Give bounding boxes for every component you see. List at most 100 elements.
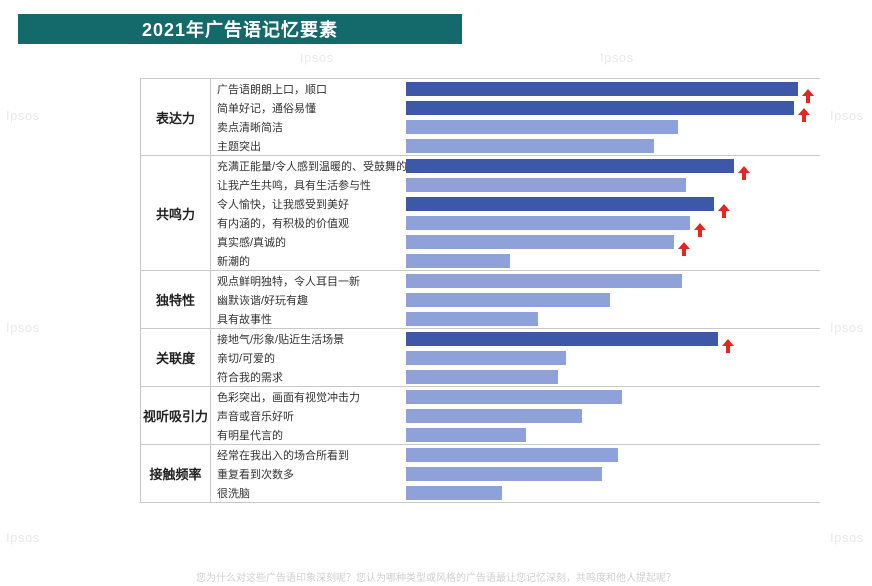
bar-area <box>406 293 820 307</box>
group-rows: 色彩突出，画面有视觉冲击力声音或音乐好听有明星代言的 <box>211 387 820 444</box>
row-label: 卖点清晰简洁 <box>211 119 406 135</box>
bar <box>406 351 566 365</box>
watermark: Ipsos <box>6 108 40 123</box>
group-label: 共鸣力 <box>141 156 211 270</box>
bar <box>406 139 654 153</box>
watermark: Ipsos <box>830 108 864 123</box>
footer-question: 您为什么对这些广告语印象深刻呢？您认为哪种类型或风格的广告语最让您记忆深刻，共鸣… <box>0 569 872 584</box>
bar <box>406 216 690 230</box>
bar-area <box>406 82 820 96</box>
row-label: 主题突出 <box>211 138 406 154</box>
chart-group: 接触频率经常在我出入的场合所看到重复看到次数多很洗脑 <box>141 445 820 502</box>
bar <box>406 254 510 268</box>
bar <box>406 409 582 423</box>
row-label: 亲切/可爱的 <box>211 350 406 366</box>
row-label: 重复看到次数多 <box>211 466 406 482</box>
row-label: 观点鲜明独特，令人耳目一新 <box>211 273 406 289</box>
bar-area <box>406 486 820 500</box>
bar <box>406 235 674 249</box>
bar <box>406 120 678 134</box>
bar <box>406 312 538 326</box>
chart-row: 简单好记，通俗易懂 <box>211 98 820 117</box>
bar <box>406 448 618 462</box>
watermark: Ipsos <box>830 320 864 335</box>
bar-area <box>406 312 820 326</box>
watermark: Ipsos <box>300 50 334 65</box>
bar-area <box>406 351 820 365</box>
row-label: 很洗脑 <box>211 485 406 501</box>
bar-area <box>406 178 820 192</box>
bar <box>406 197 714 211</box>
bar <box>406 332 718 346</box>
row-label: 广告语朗朗上口，顺口 <box>211 81 406 97</box>
chart-row: 亲切/可爱的 <box>211 348 820 367</box>
chart-row: 充满正能量/令人感到温暖的、受鼓舞的 <box>211 156 820 175</box>
bar-area <box>406 409 820 423</box>
chart-group: 视听吸引力色彩突出，画面有视觉冲击力声音或音乐好听有明星代言的 <box>141 387 820 445</box>
row-label: 经常在我出入的场合所看到 <box>211 447 406 463</box>
chart-row: 主题突出 <box>211 136 820 155</box>
title-text: 2021年广告语记忆要素 <box>142 16 338 42</box>
row-label: 有内涵的，有积极的价值观 <box>211 215 406 231</box>
watermark: Ipsos <box>6 530 40 545</box>
bar <box>406 370 558 384</box>
chart-group: 共鸣力充满正能量/令人感到温暖的、受鼓舞的让我产生共鸣，具有生活参与性令人愉快，… <box>141 156 820 271</box>
bar <box>406 274 682 288</box>
row-label: 接地气/形象/贴近生活场景 <box>211 331 406 347</box>
row-label: 色彩突出，画面有视觉冲击力 <box>211 389 406 405</box>
chart-row: 新潮的 <box>211 251 820 270</box>
group-rows: 经常在我出入的场合所看到重复看到次数多很洗脑 <box>211 445 820 502</box>
group-rows: 接地气/形象/贴近生活场景亲切/可爱的符合我的需求 <box>211 329 820 386</box>
chart-row: 让我产生共鸣，具有生活参与性 <box>211 175 820 194</box>
chart-group: 独特性观点鲜明独特，令人耳目一新幽默诙谐/好玩有趣具有故事性 <box>141 271 820 329</box>
group-label: 关联度 <box>141 329 211 386</box>
bar <box>406 101 794 115</box>
bar-area <box>406 235 820 249</box>
row-label: 幽默诙谐/好玩有趣 <box>211 292 406 308</box>
watermark: Ipsos <box>830 530 864 545</box>
bar-area <box>406 448 820 462</box>
bar <box>406 159 734 173</box>
chart-group: 表达力广告语朗朗上口，顺口简单好记，通俗易懂卖点清晰简洁主题突出 <box>141 79 820 156</box>
bar-area <box>406 216 820 230</box>
row-label: 新潮的 <box>211 253 406 269</box>
bar-area <box>406 139 820 153</box>
chart-row: 真实感/真诚的 <box>211 232 820 251</box>
bar-area <box>406 274 820 288</box>
group-rows: 观点鲜明独特，令人耳目一新幽默诙谐/好玩有趣具有故事性 <box>211 271 820 328</box>
bar <box>406 428 526 442</box>
chart-row: 观点鲜明独特，令人耳目一新 <box>211 271 820 290</box>
chart-group: 关联度接地气/形象/贴近生活场景亲切/可爱的符合我的需求 <box>141 329 820 387</box>
row-label: 真实感/真诚的 <box>211 234 406 250</box>
bar-area <box>406 332 820 346</box>
title-banner: 2021年广告语记忆要素 <box>18 14 462 44</box>
bar-area <box>406 428 820 442</box>
chart-row: 重复看到次数多 <box>211 464 820 483</box>
bar <box>406 390 622 404</box>
bar <box>406 486 502 500</box>
watermark: Ipsos <box>6 320 40 335</box>
group-rows: 充满正能量/令人感到温暖的、受鼓舞的让我产生共鸣，具有生活参与性令人愉快，让我感… <box>211 156 820 270</box>
group-rows: 广告语朗朗上口，顺口简单好记，通俗易懂卖点清晰简洁主题突出 <box>211 79 820 155</box>
chart-row: 声音或音乐好听 <box>211 406 820 425</box>
bar-chart: 表达力广告语朗朗上口，顺口简单好记，通俗易懂卖点清晰简洁主题突出共鸣力充满正能量… <box>140 78 820 503</box>
chart-row: 很洗脑 <box>211 483 820 502</box>
bar <box>406 178 686 192</box>
row-label: 符合我的需求 <box>211 369 406 385</box>
row-label: 令人愉快，让我感受到美好 <box>211 196 406 212</box>
chart-row: 幽默诙谐/好玩有趣 <box>211 290 820 309</box>
bar <box>406 82 798 96</box>
chart-row: 色彩突出，画面有视觉冲击力 <box>211 387 820 406</box>
row-label: 充满正能量/令人感到温暖的、受鼓舞的 <box>211 158 406 174</box>
chart-row: 有明星代言的 <box>211 425 820 444</box>
bar-area <box>406 467 820 481</box>
chart-row: 有内涵的，有积极的价值观 <box>211 213 820 232</box>
bar <box>406 293 610 307</box>
row-label: 有明星代言的 <box>211 427 406 443</box>
bar-area <box>406 120 820 134</box>
bar-area <box>406 254 820 268</box>
bar-area <box>406 370 820 384</box>
bar-area <box>406 390 820 404</box>
chart-row: 卖点清晰简洁 <box>211 117 820 136</box>
group-label: 视听吸引力 <box>141 387 211 444</box>
